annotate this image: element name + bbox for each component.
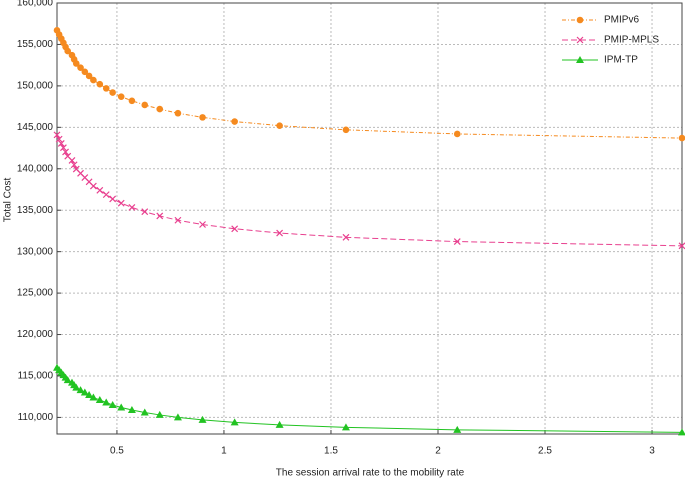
data-point xyxy=(275,420,284,428)
legend-marker xyxy=(576,36,584,44)
data-point xyxy=(77,64,84,71)
data-point xyxy=(117,199,125,207)
data-point xyxy=(199,221,206,228)
y-tick-label: 160,000 xyxy=(17,0,54,9)
data-point xyxy=(63,376,72,384)
data-point xyxy=(59,144,67,152)
x-axis-title: The session arrival rate to the mobility… xyxy=(276,468,465,479)
data-point xyxy=(678,134,685,142)
data-point xyxy=(62,148,69,156)
data-point xyxy=(453,130,461,138)
y-tick-label: 150,000 xyxy=(17,81,54,92)
x-tick-label: 1 xyxy=(221,446,227,457)
data-point xyxy=(68,157,76,164)
data-point xyxy=(72,60,80,67)
y-tick-label: 115,000 xyxy=(18,371,54,382)
y-tick-label: 120,000 xyxy=(17,329,54,340)
data-point xyxy=(89,393,98,401)
series-line xyxy=(56,30,683,139)
data-point xyxy=(96,80,104,88)
data-point xyxy=(55,135,63,143)
data-point xyxy=(174,109,182,117)
y-axis-title: Total Cost xyxy=(3,178,14,223)
data-point xyxy=(128,204,136,211)
data-point xyxy=(85,72,93,80)
data-point xyxy=(117,93,125,100)
data-point xyxy=(141,101,149,109)
y-tick-label: 125,000 xyxy=(17,288,54,299)
data-point xyxy=(342,233,350,241)
data-point xyxy=(342,126,350,134)
data-point xyxy=(276,122,283,129)
data-point xyxy=(89,182,97,190)
legend-label: PMIPv6 xyxy=(604,15,639,26)
y-tick-label: 155,000 xyxy=(17,39,54,50)
data-point xyxy=(80,388,89,396)
data-point xyxy=(76,386,85,394)
data-point xyxy=(102,191,110,199)
data-point xyxy=(230,418,239,426)
data-point xyxy=(57,139,65,147)
data-point xyxy=(678,428,685,436)
y-tick-label: 110,000 xyxy=(18,412,54,423)
data-point xyxy=(341,423,350,431)
data-point xyxy=(453,238,461,246)
data-point xyxy=(155,410,164,418)
data-point xyxy=(156,212,164,220)
data-point xyxy=(64,47,72,55)
data-point xyxy=(109,195,117,203)
data-point xyxy=(108,400,117,408)
series-line xyxy=(56,367,683,433)
y-tick-label: 140,000 xyxy=(17,163,54,174)
data-point xyxy=(95,396,104,404)
data-point xyxy=(453,425,462,433)
data-point xyxy=(140,408,149,416)
legend-label: IPM-TP xyxy=(604,55,638,66)
data-point xyxy=(231,118,238,125)
plot-frame xyxy=(56,2,683,435)
data-point xyxy=(70,161,78,169)
data-point xyxy=(276,229,284,237)
legend-marker xyxy=(576,56,584,63)
x-tick-label: 1.5 xyxy=(324,446,338,457)
data-point xyxy=(174,216,182,224)
x-tick-label: 0.5 xyxy=(110,446,124,457)
legend-marker xyxy=(576,16,584,24)
data-point xyxy=(102,85,110,92)
data-point xyxy=(173,413,182,421)
y-tick-label: 130,000 xyxy=(17,246,54,257)
data-point xyxy=(72,383,81,391)
data-point xyxy=(117,403,126,411)
data-point xyxy=(198,415,207,423)
data-point xyxy=(109,89,116,96)
data-point xyxy=(127,405,136,413)
legend-label: PMIP-MPLS xyxy=(604,35,659,46)
data-point xyxy=(85,391,94,399)
data-point xyxy=(53,131,61,139)
data-point xyxy=(102,398,111,406)
data-point xyxy=(81,68,89,76)
x-tick-label: 2.5 xyxy=(538,446,552,457)
data-point xyxy=(128,97,136,105)
data-point xyxy=(231,225,239,233)
x-tick-label: 2 xyxy=(435,446,441,457)
data-point xyxy=(90,76,97,84)
series-line xyxy=(56,134,683,247)
y-tick-label: 135,000 xyxy=(17,205,54,216)
data-point xyxy=(678,242,685,250)
y-tick-label: 145,000 xyxy=(17,122,54,133)
data-point xyxy=(199,114,206,121)
data-point xyxy=(156,105,164,113)
data-point xyxy=(96,186,104,194)
x-tick-label: 3 xyxy=(649,446,655,457)
data-point xyxy=(141,208,149,216)
